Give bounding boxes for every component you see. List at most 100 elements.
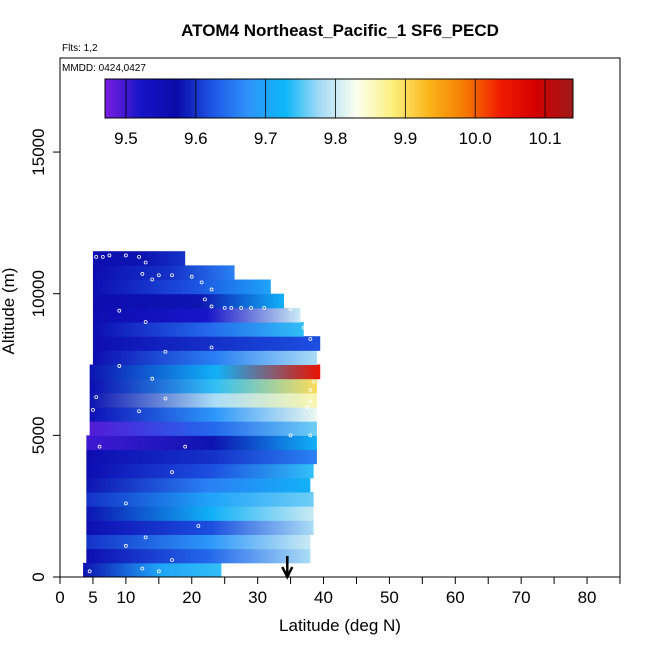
heatmap-row — [89, 407, 317, 422]
observation-point — [94, 254, 99, 259]
x-tick-label: 40 — [314, 588, 333, 607]
x-tick-label: 30 — [248, 588, 267, 607]
heatmap-row — [83, 562, 222, 577]
x-tick-label: 0 — [55, 588, 64, 607]
heatmap-row — [92, 350, 317, 366]
plot-area — [83, 251, 321, 577]
y-axis-label: Altitude (m) — [0, 268, 18, 355]
plot-frame — [59, 57, 621, 578]
observation-point — [196, 524, 201, 528]
observation-point — [107, 253, 112, 258]
x-tick-label: 20 — [182, 588, 201, 607]
observation-point — [249, 305, 253, 310]
observation-point — [87, 569, 92, 574]
heatmap-row — [92, 336, 321, 351]
observation-point — [239, 305, 244, 310]
observation-point — [117, 364, 122, 368]
x-tick-label: 60 — [446, 588, 465, 607]
observation-point — [203, 297, 207, 302]
heatmap-row — [86, 449, 317, 465]
observation-point — [143, 260, 148, 265]
observation-point — [117, 308, 122, 313]
heatmap-row — [89, 392, 317, 408]
heatmap-row — [86, 520, 314, 536]
heatmap-rows — [83, 251, 321, 577]
latitude-marker-arrow — [281, 556, 294, 580]
observation-point — [123, 501, 128, 506]
observation-point — [308, 337, 313, 341]
observation-point — [94, 395, 99, 400]
x-tick-label: 70 — [512, 588, 531, 607]
heatmap-row — [89, 421, 317, 436]
observation-points — [87, 253, 316, 574]
colorbar-tick-label: 9.8 — [324, 129, 348, 148]
heatmap-row — [86, 463, 314, 479]
observation-point — [262, 305, 267, 310]
y-tick-label: 15000 — [29, 128, 48, 175]
heatmap-row — [86, 435, 317, 451]
observation-point — [97, 444, 102, 449]
observation-point — [209, 287, 214, 292]
chart-title: ATOM4 Northeast_Pacific_1 SF6_PECD — [181, 21, 499, 40]
heatmap-row — [86, 477, 311, 493]
observation-point — [209, 345, 214, 350]
observation-point — [137, 409, 141, 414]
colorbar: 9.5 9.6 9.7 9.8 9.9 10.0 10.1 — [104, 78, 574, 148]
observation-point — [170, 558, 174, 562]
observation-point — [150, 376, 155, 381]
colorbar-tick-label: 10.1 — [529, 129, 562, 148]
heatmap-row — [86, 492, 314, 507]
heatmap-row — [86, 506, 314, 521]
marker-head — [281, 566, 294, 580]
x-axis: 0 5 10 20 30 40 50 60 70 80 — [55, 577, 621, 607]
observation-point — [156, 569, 161, 574]
observation-point — [143, 320, 148, 324]
heatmap-row — [86, 534, 311, 550]
observation-point — [308, 399, 313, 404]
heatmap-row — [89, 378, 317, 394]
heatmap-row — [92, 307, 301, 323]
observation-point — [91, 407, 95, 412]
observation-point — [123, 543, 128, 548]
y-tick-label: 5000 — [29, 416, 48, 454]
observation-point — [308, 433, 313, 438]
heatmap-row — [92, 265, 235, 281]
observation-point — [301, 325, 306, 330]
heatmap-row — [92, 322, 304, 337]
observation-point — [143, 535, 148, 540]
observation-point — [163, 349, 168, 354]
x-tick-label: 5 — [88, 588, 97, 607]
flights-note: Flts: 1,2 — [62, 43, 98, 54]
observation-point — [288, 307, 293, 312]
observation-point — [305, 405, 309, 409]
x-tick-label: 10 — [116, 588, 135, 607]
heatmap-row — [89, 364, 321, 380]
colorbar-fill — [104, 78, 574, 119]
y-axis: 0 5000 10000 15000 — [29, 128, 60, 582]
observation-point — [308, 388, 313, 392]
observation-point — [209, 304, 214, 309]
observation-point — [189, 274, 194, 279]
observation-point — [183, 444, 188, 449]
observation-point — [288, 433, 293, 438]
colorbar-tick-label: 9.6 — [184, 129, 208, 148]
y-tick-label: 0 — [29, 572, 48, 581]
observation-point — [140, 271, 145, 276]
x-tick-label: 50 — [380, 588, 399, 607]
dates-note: MMDD: 0424,0427 — [62, 63, 146, 74]
observation-point — [140, 566, 145, 571]
observation-point — [199, 280, 204, 285]
observation-point — [222, 305, 227, 310]
observation-point — [100, 254, 105, 259]
heatmap-row — [92, 279, 271, 295]
observation-point — [170, 273, 174, 278]
heatmap-row — [92, 293, 284, 309]
observation-point — [229, 305, 234, 310]
y-tick-label: 10000 — [29, 270, 48, 317]
colorbar-tick-label: 10.0 — [459, 129, 492, 148]
observation-point — [311, 379, 316, 384]
observation-point — [123, 253, 128, 258]
observation-point — [156, 273, 161, 278]
colorbar-tick-label: 9.9 — [394, 129, 418, 148]
